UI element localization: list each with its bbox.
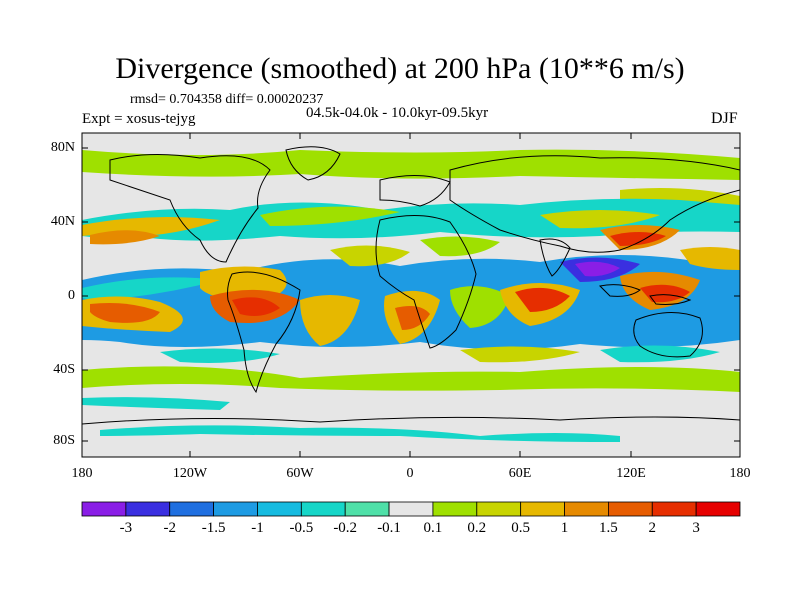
colorbar-swatch [388,501,434,517]
map-frame [81,132,741,458]
x-tick-label: 180 [729,466,751,481]
colorbar-label: -1 [251,520,264,536]
chart-title: Divergence (smoothed) at 200 hPa (10**6 … [115,52,685,85]
coastlines [82,146,740,425]
colorbar-label: -1.5 [201,520,226,536]
colorbar-label: -0.5 [289,520,314,536]
x-tick-label: 180 [71,466,93,481]
colorbar-swatch [608,501,653,517]
x-tick-label: 120E [616,466,646,481]
y-tick-label: 40S [53,362,75,377]
y-tick-label: 80S [53,433,75,448]
colorbar-label: -2 [163,520,176,536]
colorbar-swatch [300,501,346,517]
colorbar-label: 0.1 [423,520,443,536]
colorbar-label: 2 [648,520,657,536]
x-tick-label: 0 [406,466,414,481]
colorbar-label: 0.2 [467,520,487,536]
x-tick-label: 120W [172,466,208,481]
experiment-label: Expt = xosus-tejyg [82,111,196,127]
period-label: 04.5k-04.0k - 10.0kyr-09.5kyr [306,105,489,121]
colorbar-label: -0.1 [377,520,401,536]
y-tick-label: 40N [50,214,75,229]
y-tick-label: 0 [68,288,75,303]
colorbar-swatch [432,501,478,517]
x-tick-label: 60E [508,466,532,481]
x-tick-label: 60W [286,466,314,481]
colorbar-label: 1 [560,520,569,536]
rmsd-diff-stats: rmsd= 0.704358 diff= 0.00020237 [130,92,324,107]
colorbar-label: 3 [692,520,700,536]
colorbar-swatch [125,501,171,517]
colorbar [81,501,741,517]
axis-ticks [82,133,740,457]
colorbar-swatch [257,501,302,517]
y-tick-label: 80N [50,140,75,155]
colorbar-label: 0.5 [511,520,531,536]
colorbar-label: -0.2 [333,520,358,536]
colorbar-swatch [476,501,522,517]
divergence-field [82,133,740,457]
colorbar-swatch [651,501,697,517]
season-label: DJF [711,110,738,127]
colorbar-swatch [520,501,565,517]
colorbar-swatch [213,501,258,517]
colorbar-swatch [695,501,741,517]
colorbar-swatch [169,501,215,517]
colorbar-label: 1.5 [599,520,618,536]
colorbar-swatch [344,501,390,517]
colorbar-label: -3 [119,520,133,536]
colorbar-swatch [564,501,609,517]
colorbar-swatch [81,501,127,517]
